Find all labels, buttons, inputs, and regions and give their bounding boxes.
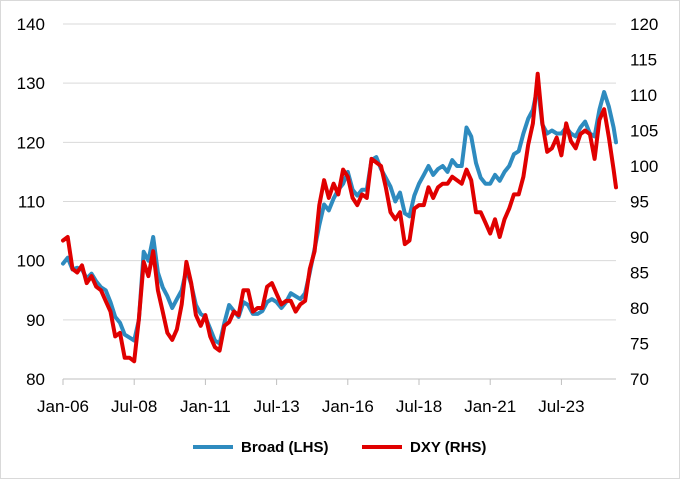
x-tick-label: Jul-23 — [538, 397, 584, 416]
x-tick-label: Jan-16 — [322, 397, 374, 416]
right-tick-label: 70 — [630, 370, 649, 389]
right-tick-label: 115 — [630, 51, 657, 70]
right-tick-label: 85 — [630, 264, 649, 283]
left-axis-tick-labels: 80 90 100 110 120 130 140 — [17, 15, 45, 389]
gridlines — [63, 23, 616, 321]
legend-dxy-label: DXY (RHS) — [410, 439, 486, 456]
x-tick-label: Jan-06 — [37, 397, 89, 416]
x-axis-tick-labels: Jan-06 Jul-08 Jan-11 Jul-13 Jan-16 Jul-18 Jan-… — [37, 397, 585, 416]
left-tick-label: 110 — [18, 193, 45, 212]
series-lines — [61, 71, 618, 364]
left-tick-label: 90 — [26, 311, 45, 330]
right-tick-label: 80 — [630, 299, 649, 318]
legend-broad-label: Broad (LHS) — [241, 439, 329, 456]
dxy-series-line — [61, 71, 618, 364]
x-tick-label: Jul-18 — [396, 397, 442, 416]
right-tick-label: 90 — [630, 228, 649, 247]
left-tick-label: 130 — [17, 74, 45, 93]
x-tick-label: Jul-08 — [111, 397, 157, 416]
x-tick-label: Jan-11 — [180, 397, 231, 416]
right-tick-label: 95 — [630, 193, 649, 212]
right-tick-label: 75 — [630, 335, 649, 354]
left-tick-label: 80 — [26, 370, 45, 389]
left-tick-label: 120 — [17, 133, 45, 152]
right-tick-label: 120 — [630, 15, 658, 34]
left-tick-label: 140 — [17, 15, 45, 34]
right-tick-label: 110 — [630, 86, 657, 105]
x-tick-label: Jan-21 — [464, 397, 516, 416]
right-tick-label: 105 — [630, 122, 658, 141]
right-axis-tick-labels: 70 75 80 85 90 95 100 105 110 115 120 — [630, 15, 658, 389]
legend: Broad (LHS) DXY (RHS) — [193, 439, 486, 456]
x-axis — [62, 378, 616, 385]
left-tick-label: 100 — [17, 252, 45, 271]
x-tick-label: Jul-13 — [253, 397, 299, 416]
right-tick-label: 100 — [630, 157, 658, 176]
